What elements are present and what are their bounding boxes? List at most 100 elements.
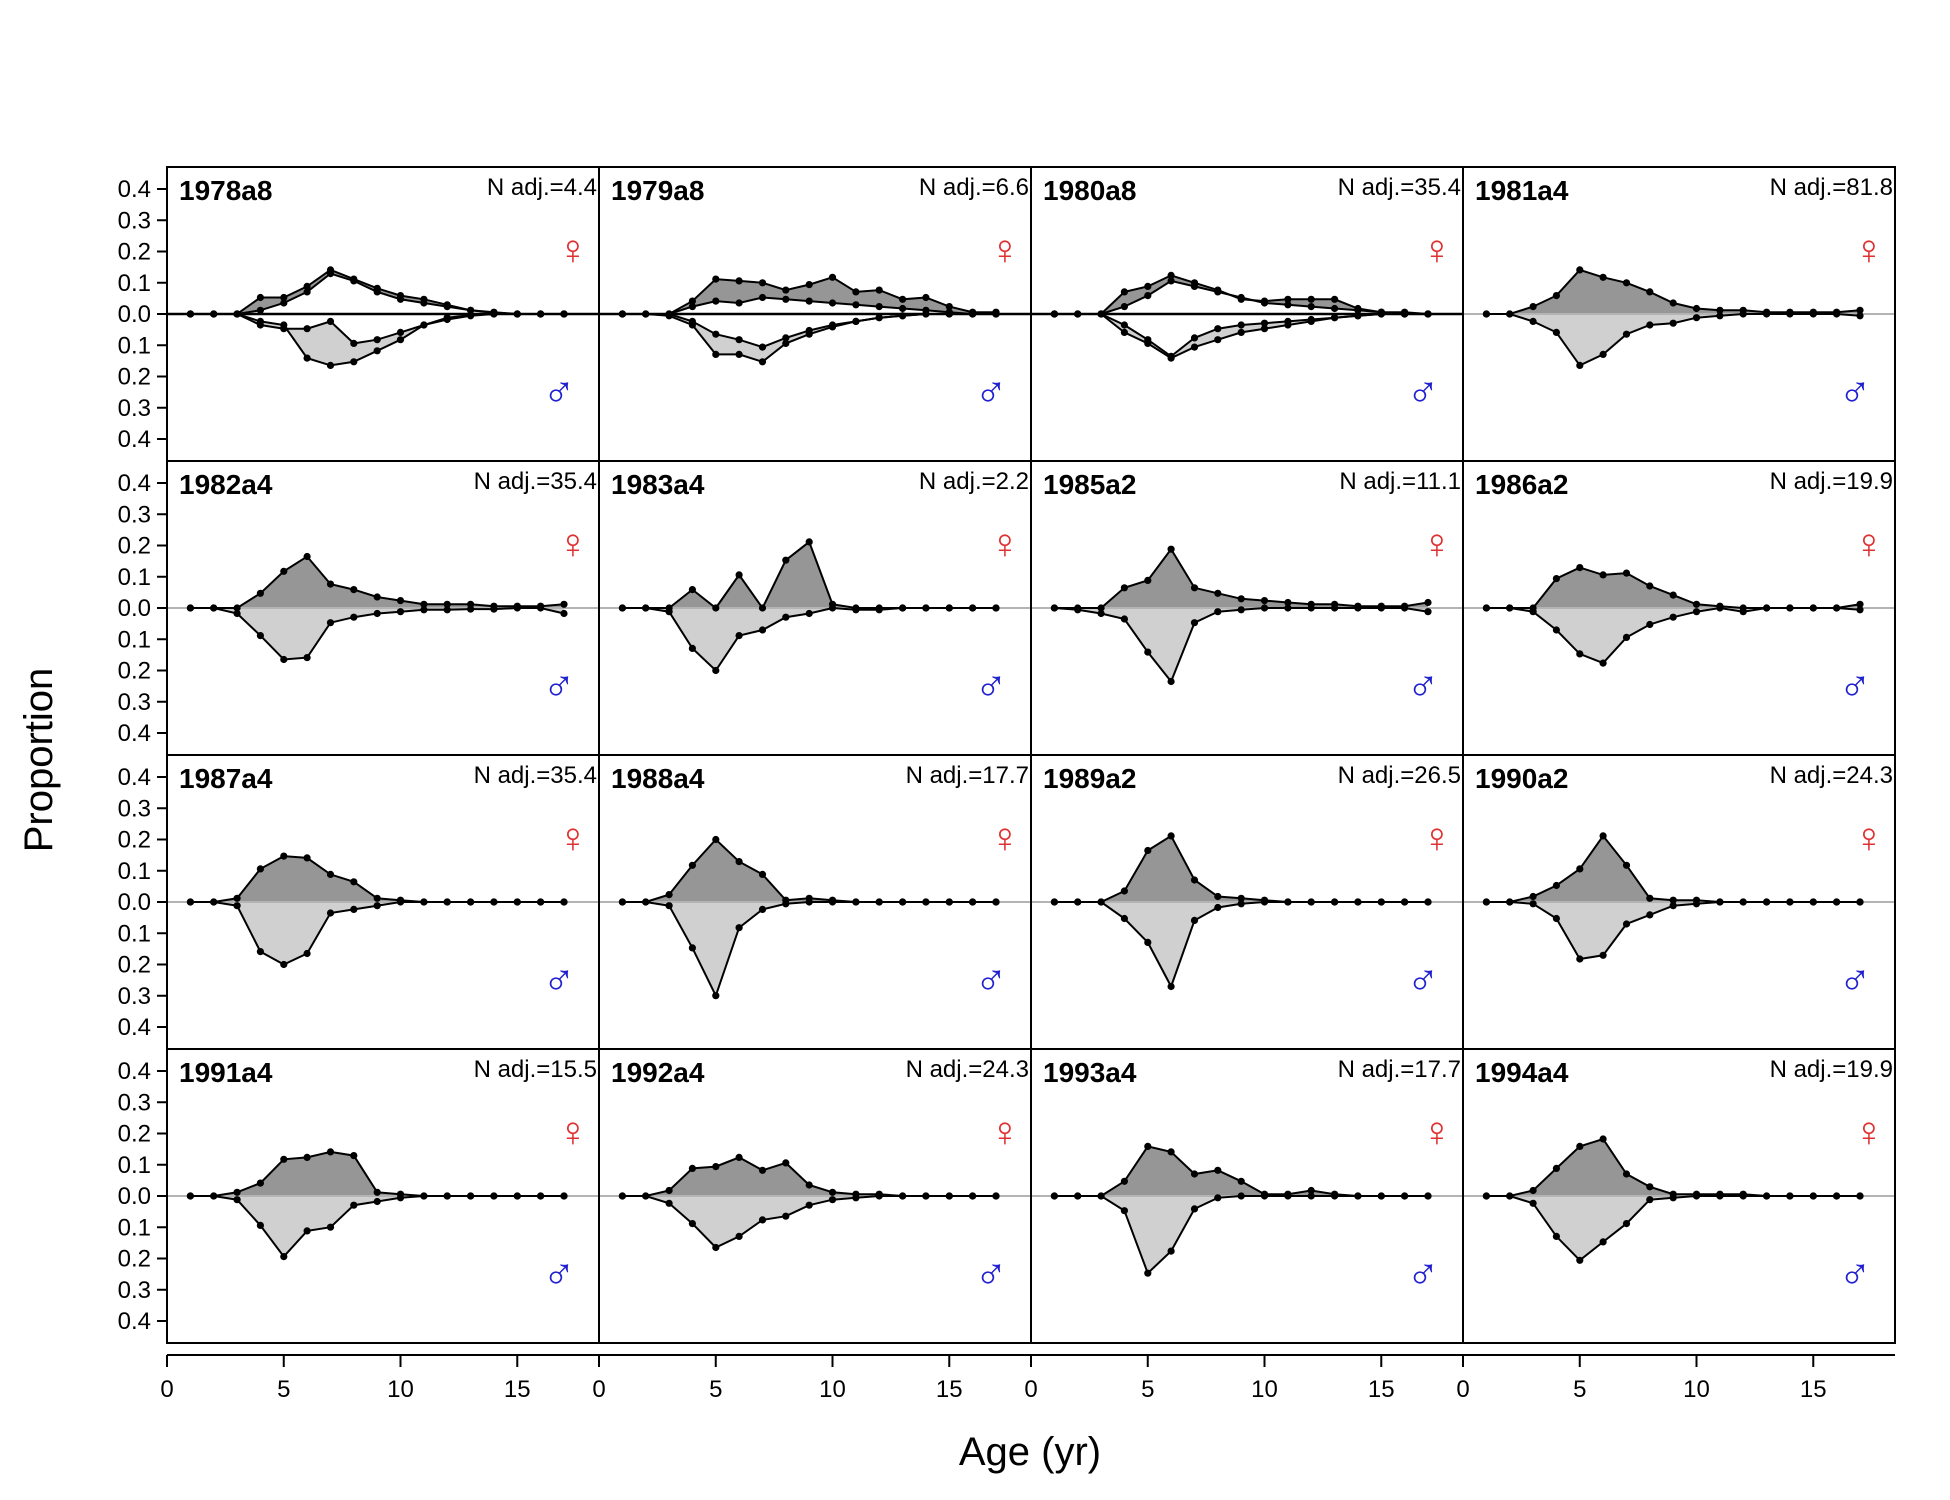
- male-series-point: [396, 336, 405, 344]
- panel-1993a4: 1993a4 N adj.=17.7 ♀ ♂: [1030, 1048, 1464, 1344]
- x-tick-label: 5: [1573, 1376, 1586, 1403]
- female-series-point: [256, 589, 264, 597]
- male-series-point: [1576, 955, 1584, 963]
- female-series-point: [373, 894, 381, 902]
- male-series-point: [1716, 312, 1724, 320]
- male-symbol-icon: ♂: [1407, 1250, 1440, 1299]
- female-series-point: [735, 858, 743, 866]
- female-series-point: [1576, 564, 1584, 572]
- male-series-point: [992, 898, 1000, 906]
- panel-1988a4: 1988a4 N adj.=17.7 ♀ ♂: [598, 754, 1032, 1050]
- y-tick-label: 0.1: [118, 1214, 151, 1241]
- male-series-point: [1331, 604, 1339, 612]
- female-series-point: [688, 861, 697, 869]
- male-series-point: [1482, 898, 1490, 906]
- male-series-2-point: [875, 314, 883, 322]
- male-series-point: [875, 898, 883, 906]
- female-symbol-icon: ♀: [557, 814, 589, 861]
- male-series-point: [758, 1216, 767, 1224]
- female-series-point: [280, 567, 288, 575]
- female-series-point: [1167, 271, 1175, 279]
- y-tick-label: 0.3: [118, 689, 151, 716]
- female-series-2-point: [467, 306, 475, 314]
- male-series-point: [642, 604, 650, 612]
- female-series-point: [1529, 1186, 1537, 1195]
- male-series-point: [1120, 914, 1128, 923]
- panel-title: 1982a4: [179, 469, 273, 500]
- male-series-point: [899, 604, 907, 612]
- male-series-point: [1529, 317, 1537, 325]
- male-series-point: [326, 361, 335, 369]
- female-series-point: [875, 286, 883, 294]
- male-series-point: [233, 902, 241, 910]
- female-series-point: [443, 600, 451, 608]
- female-series-point: [852, 288, 860, 296]
- female-series-point: [758, 870, 767, 879]
- male-symbol-icon: ♂: [1407, 956, 1440, 1005]
- female-series-point: [1552, 881, 1560, 890]
- male-series-point: [1646, 911, 1654, 919]
- female-series-point: [373, 593, 381, 601]
- male-symbol-icon: ♂: [1407, 662, 1440, 711]
- male-series-2-point: [1167, 352, 1175, 360]
- x-tick-label: 15: [504, 1376, 531, 1403]
- male-series-point: [665, 608, 673, 616]
- male-symbol-icon: ♂: [1839, 368, 1872, 417]
- male-series-point: [1552, 914, 1560, 923]
- female-symbol-icon: ♀: [1853, 1108, 1885, 1155]
- y-tick-label: 0.4: [118, 1058, 151, 1085]
- male-series-2-point: [326, 317, 335, 325]
- y-tick-label: 0.3: [118, 207, 151, 234]
- male-series-point: [280, 1253, 288, 1261]
- female-series-point: [350, 878, 358, 886]
- female-series-point: [256, 293, 264, 302]
- panel-1991a4: 1991a4 N adj.=15.5 ♀ ♂: [166, 1048, 600, 1344]
- female-symbol-icon: ♀: [557, 520, 589, 567]
- male-series-point: [467, 1192, 475, 1200]
- male-series-point: [852, 606, 860, 614]
- x-tick-label: 10: [1251, 1376, 1278, 1403]
- y-tick-label: 0.3: [118, 1089, 151, 1116]
- male-series-point: [1576, 361, 1584, 369]
- female-area: [1486, 1139, 1860, 1196]
- male-series-point: [537, 604, 545, 612]
- female-series-point: [899, 295, 907, 303]
- female-series-point: [303, 854, 311, 862]
- male-series-point: [1552, 1232, 1560, 1240]
- female-series-2-point: [326, 270, 335, 278]
- female-area: [622, 1157, 996, 1196]
- female-series-2-point: [256, 306, 264, 314]
- male-series-point: [1716, 604, 1724, 612]
- male-series-2-point: [1190, 334, 1199, 342]
- female-series-point: [256, 1179, 264, 1187]
- male-series-point: [1622, 1220, 1631, 1228]
- x-tick-label: 10: [1683, 1376, 1710, 1403]
- male-series-point: [712, 350, 720, 358]
- male-series-point: [922, 898, 930, 906]
- male-series-point: [1331, 1192, 1339, 1200]
- male-series-point: [1599, 951, 1607, 959]
- male-series-point: [969, 898, 977, 906]
- n-adj-label: N adj.=35.4: [474, 468, 597, 495]
- male-series-point: [490, 1192, 498, 1200]
- male-series: [1486, 901, 1860, 961]
- x-tick-label: 5: [1141, 1376, 1154, 1403]
- male-series-point: [1599, 350, 1607, 358]
- female-series-point: [665, 1186, 673, 1195]
- male-series-2-point: [758, 343, 767, 351]
- male-series-point: [1669, 613, 1677, 621]
- male-series-point: [782, 900, 790, 908]
- female-series-point: [1552, 1164, 1560, 1172]
- male-series-point: [1786, 898, 1794, 906]
- male-series-point: [1284, 1192, 1292, 1200]
- female-series-point: [1144, 846, 1152, 855]
- male-series-point: [1377, 898, 1385, 906]
- female-series-point: [1552, 575, 1560, 583]
- male-area: [190, 608, 564, 660]
- panel-1987a4: 1987a4 N adj.=35.4 ♀ ♂: [166, 754, 600, 1050]
- n-adj-label: N adj.=6.6: [919, 174, 1029, 201]
- male-area: [1054, 608, 1428, 682]
- male-series-point: [256, 632, 264, 640]
- male-series-point: [1120, 615, 1128, 623]
- female-series-point: [782, 1159, 790, 1167]
